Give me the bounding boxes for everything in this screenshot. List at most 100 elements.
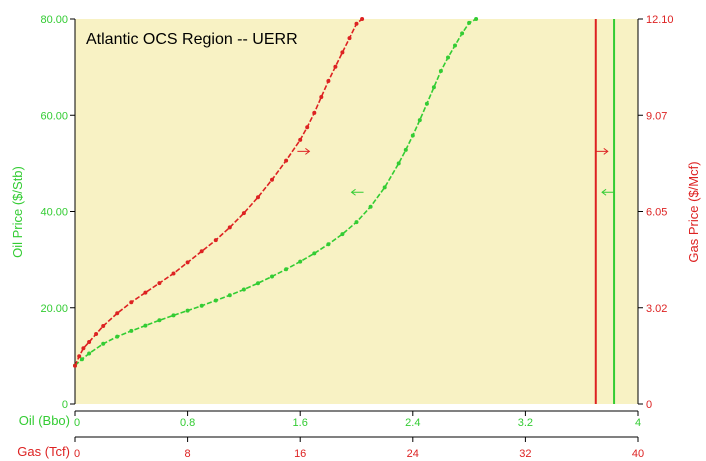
oil-data-point	[143, 323, 148, 328]
oil-data-point	[417, 118, 422, 123]
oil-data-point	[157, 318, 162, 323]
x-oil-tick-label: 0.8	[180, 417, 195, 429]
oil-data-point	[298, 259, 303, 264]
gas-data-point	[73, 363, 77, 368]
x-gas-tick-label: 24	[407, 448, 419, 460]
gas-data-point	[157, 281, 162, 286]
gas-data-point	[256, 195, 260, 200]
gas-data-point	[129, 300, 134, 305]
y-right-tick-label: 3.02	[646, 303, 667, 315]
oil-data-point	[87, 351, 92, 356]
oil-data-point	[396, 161, 401, 166]
x-gas-tick-label: 0	[74, 448, 80, 460]
chart-title: Atlantic OCS Region -- UERR	[86, 31, 298, 48]
oil-data-point	[171, 313, 176, 318]
oil-data-point	[474, 17, 479, 21]
gas-data-point	[87, 340, 92, 344]
x-gas-tick-label: 40	[632, 448, 644, 460]
oil-data-point	[403, 147, 408, 152]
y-left-tick-label: 0	[62, 399, 68, 411]
y-right-tick-label: 9.07	[646, 110, 667, 122]
gas-data-point	[360, 17, 365, 21]
x-oil-tick-label: 0	[74, 417, 80, 429]
gas-data-point	[171, 271, 176, 276]
gas-data-point	[354, 21, 359, 26]
tick-group: 0 20.00 40.00 60.00 80.00 0 3.02 6.05 9.07 12.10 0…	[40, 14, 673, 460]
oil-data-point	[270, 274, 274, 279]
oil-data-point	[431, 85, 436, 90]
oil-data-point	[80, 357, 84, 362]
oil-data-point	[129, 328, 134, 333]
gas-data-point	[77, 354, 82, 359]
oil-data-point	[446, 55, 450, 60]
gas-data-point	[270, 177, 274, 182]
y-right-tick-label: 12.10	[646, 14, 674, 26]
gas-data-point	[340, 50, 345, 55]
arrow-head	[603, 147, 609, 155]
oil-data-point	[354, 220, 359, 225]
gas-data-point	[101, 324, 106, 328]
oil-arrow	[601, 188, 615, 196]
oil-data-point	[410, 133, 415, 138]
oil-data-point	[101, 341, 106, 346]
gas-data-point	[143, 290, 148, 295]
oil-data-point	[199, 303, 204, 308]
y-left-tick-label: 60.00	[40, 110, 68, 122]
y-axis-right-title: Gas Price ($/Mcf)	[686, 161, 701, 262]
oil-data-point	[241, 287, 246, 292]
y-left-tick-label: 40.00	[40, 207, 68, 219]
x-gas-tick-label: 32	[519, 448, 531, 460]
arrow-layer	[297, 147, 615, 196]
gas-series-line	[74, 18, 363, 367]
gas-data-point	[333, 64, 338, 69]
gas-data-point	[298, 137, 303, 142]
x-axis-oil-title: Oil (Bbo)	[19, 413, 70, 428]
gas-data-point	[312, 110, 317, 115]
gas-data-point	[305, 125, 310, 130]
y-right-tick-label: 0	[646, 399, 652, 411]
gas-arrow	[595, 147, 609, 155]
x-oil-tick-label: 2.4	[405, 417, 420, 429]
gas-data-point	[185, 260, 190, 265]
oil-data-point	[312, 251, 317, 256]
oil-series-line	[74, 18, 477, 367]
y-right-tick-label: 6.05	[646, 207, 667, 219]
arrow-head	[601, 188, 607, 196]
oil-data-point	[227, 293, 232, 298]
gas-data-point	[81, 346, 86, 351]
x-oil-tick-label: 1.6	[293, 417, 308, 429]
oil-data-point	[340, 232, 345, 237]
vertical-lines	[594, 19, 616, 404]
arrow-head	[350, 188, 356, 196]
gas-data-point	[115, 311, 120, 316]
plot-area	[75, 19, 638, 404]
x-gas-tick-label: 16	[294, 448, 306, 460]
oil-arrow	[350, 188, 364, 196]
arrow-head	[305, 147, 311, 155]
gas-data-point	[284, 158, 289, 163]
oil-data-point	[213, 298, 218, 303]
x-oil-tick-label: 4	[635, 417, 641, 429]
y-axis-left-title: Oil Price ($/Stb)	[10, 166, 25, 258]
gas-arrow	[297, 147, 311, 155]
oil-data-point	[453, 43, 457, 48]
gas-data-point	[227, 225, 232, 230]
oil-data-point	[382, 185, 387, 190]
oil-data-point	[368, 204, 373, 209]
gas-data-point	[241, 211, 246, 216]
x-oil-tick-label: 3.2	[518, 417, 533, 429]
oil-data-point	[438, 69, 443, 73]
gas-data-point	[199, 249, 204, 254]
gas-data-point	[94, 332, 99, 336]
oil-data-point	[467, 20, 472, 25]
y-left-tick-label: 80.00	[40, 14, 68, 26]
oil-data-point	[115, 334, 120, 339]
gas-data-point	[213, 238, 218, 243]
oil-data-point	[424, 101, 429, 106]
x-axis-gas-title: Gas (Tcf)	[17, 444, 70, 459]
x-gas-tick-label: 8	[185, 448, 191, 460]
y-left-tick-label: 20.00	[40, 303, 68, 315]
oil-data-point	[185, 308, 190, 313]
oil-data-point	[284, 267, 289, 272]
